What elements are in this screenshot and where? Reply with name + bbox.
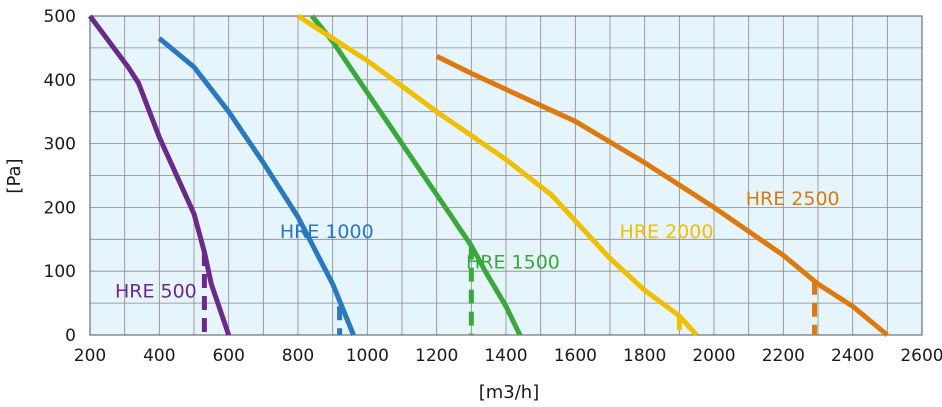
series-line-hre-1500 xyxy=(309,14,523,337)
y-tick-label: 100 xyxy=(44,262,76,282)
series-label: HRE 1500 xyxy=(466,252,560,274)
x-tick-label: 1400 xyxy=(484,346,527,366)
series-line-hre-1000 xyxy=(157,36,356,336)
x-tick-label: 400 xyxy=(143,346,175,366)
y-tick-label: 200 xyxy=(44,198,76,218)
x-tick-label: 600 xyxy=(212,346,244,366)
x-tick-label: 1000 xyxy=(346,346,389,366)
x-tick-label: 2400 xyxy=(831,346,874,366)
y-axis-label: [Pa] xyxy=(4,158,25,193)
series-label: HRE 2500 xyxy=(746,188,840,210)
x-tick-label: 2000 xyxy=(692,346,735,366)
x-tick-label: 2200 xyxy=(762,346,805,366)
series-line-hre-500 xyxy=(87,14,232,336)
series-label: HRE 1000 xyxy=(280,221,374,243)
series-line-hre-2500 xyxy=(435,53,889,337)
y-tick-label: 300 xyxy=(44,135,76,155)
x-tick-label: 200 xyxy=(74,346,106,366)
x-tick-label: 800 xyxy=(282,346,314,366)
x-tick-label: 1200 xyxy=(415,346,458,366)
plot-border xyxy=(89,15,923,336)
series-line-hre-2000 xyxy=(296,13,699,337)
x-tick-label: 2600 xyxy=(900,346,942,366)
x-axis-label: [m3/h] xyxy=(479,382,540,403)
series-label: HRE 2000 xyxy=(620,221,714,243)
y-tick-label: 0 xyxy=(65,326,76,346)
x-tick-label: 1600 xyxy=(554,346,597,366)
series-label: HRE 500 xyxy=(115,280,197,302)
x-tick-label: 1800 xyxy=(623,346,666,366)
y-tick-label: 400 xyxy=(44,71,76,91)
y-tick-label: 500 xyxy=(44,7,76,27)
